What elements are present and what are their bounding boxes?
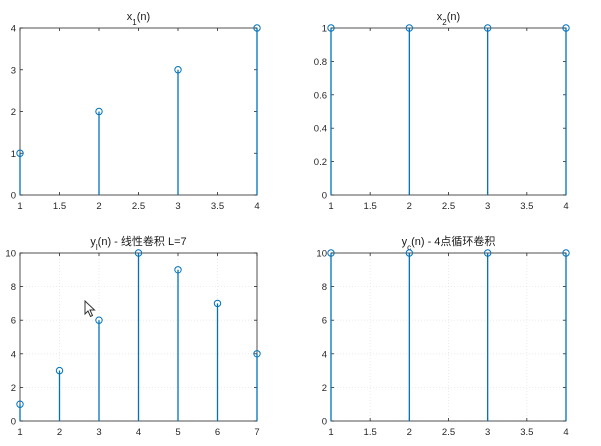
stem-marker [16,149,24,157]
y-tick-label: 4 [11,349,16,360]
x-tick-label: 2.5 [132,201,145,212]
x-tick-label: 4 [563,201,568,212]
x-tick-label: 5 [175,427,180,438]
x-tick-label: 4 [563,427,568,438]
y-tick-label: 6 [322,316,327,327]
x-tick-label: 2.5 [442,427,455,438]
y-tick-label: 10 [316,249,327,260]
y-tick-label: 8 [322,282,327,293]
y-tick-label: 0.6 [314,90,327,101]
y-tick-label: 0 [322,417,327,428]
stem-marker [95,316,103,324]
stem-marker [253,350,261,358]
x-tick-label: 1 [17,427,22,438]
stem-marker [174,66,182,74]
stem-marker [327,24,335,32]
axes-box [330,27,567,196]
x-tick-label: 3.5 [520,201,533,212]
y-tick-label: 0 [11,191,16,202]
y-tick-label: 4 [11,24,16,35]
x-tick-label: 1.5 [364,201,377,212]
subplot-4: 1 1.5 2 2.5 3 3.5 4 0 2 4 6 8 10 yc(n) - 4点循环卷积 [316,234,570,438]
x-tick-label: 1.5 [53,201,66,212]
y-tick-label: 0 [322,191,327,202]
y-tick-label: 0.4 [314,124,327,135]
stem-marker [95,107,103,116]
x-tick-label: 3.5 [211,201,224,212]
x-tick-label: 6 [215,427,220,438]
plot-title: yl(n) - 线性卷积 L=7 [90,234,186,252]
x-tick-label: 1 [328,201,333,212]
y-tick-label: 2 [11,383,16,394]
stem-marker [327,249,335,257]
plot-title: x1(n) [127,11,150,27]
subplot-2: 1 1.5 2 2.5 3 3.5 4 0 0.2 0.4 0.6 0.8 1 x2(n) [314,11,570,212]
y-tick-label: 0 [11,417,16,428]
x-tick-label: 3 [485,427,490,438]
x-tick-label: 1 [328,427,333,438]
stem-marker [213,299,222,308]
x-tick-label: 7 [254,427,259,438]
subplot-3: 1 2 3 4 5 6 7 0 2 4 6 8 10 yl(n) - 线性卷积 L=7 [5,234,261,438]
x-tick-label: 3 [96,427,101,438]
plot-title: yc(n) - 4点循环卷积 [402,234,496,252]
y-tick-label: 8 [11,282,16,293]
stem-marker [405,24,414,32]
stem-marker [562,249,570,257]
y-tick-label: 10 [5,249,16,260]
x-tick-label: 2 [407,427,412,438]
x-tick-label: 1 [17,201,22,212]
stem-marker [483,24,492,32]
x-tick-label: 1.5 [364,427,377,438]
stem-marker [16,400,24,408]
stem-marker [55,366,64,375]
x-tick-label: 2 [407,201,412,212]
x-tick-label: 3 [175,201,180,212]
stem-marker [134,249,143,257]
y-tick-label: 0.2 [314,157,327,168]
x-tick-label: 2 [57,427,62,438]
x-tick-label: 4 [136,427,141,438]
y-tick-label: 4 [322,349,327,360]
y-tick-label: 1 [11,149,16,160]
y-tick-label: 0.8 [314,57,327,68]
y-tick-label: 6 [11,316,16,327]
y-tick-label: 1 [322,24,327,35]
y-tick-label: 2 [11,107,16,118]
stem-marker [483,249,492,257]
x-tick-label: 3.5 [520,427,533,438]
mouse-cursor-icon [84,300,96,318]
axes-box [19,27,258,196]
y-tick-label: 3 [11,65,16,76]
x-tick-label: 2 [96,201,101,212]
x-tick-label: 2.5 [442,201,455,212]
stem-marker [253,24,261,32]
stem-marker [562,24,570,32]
plot-title: x2(n) [437,11,460,27]
stem-marker [174,266,182,274]
x-tick-label: 3 [485,201,490,212]
stem-marker [405,249,414,257]
y-tick-label: 2 [322,383,327,394]
x-tick-label: 4 [254,201,259,212]
